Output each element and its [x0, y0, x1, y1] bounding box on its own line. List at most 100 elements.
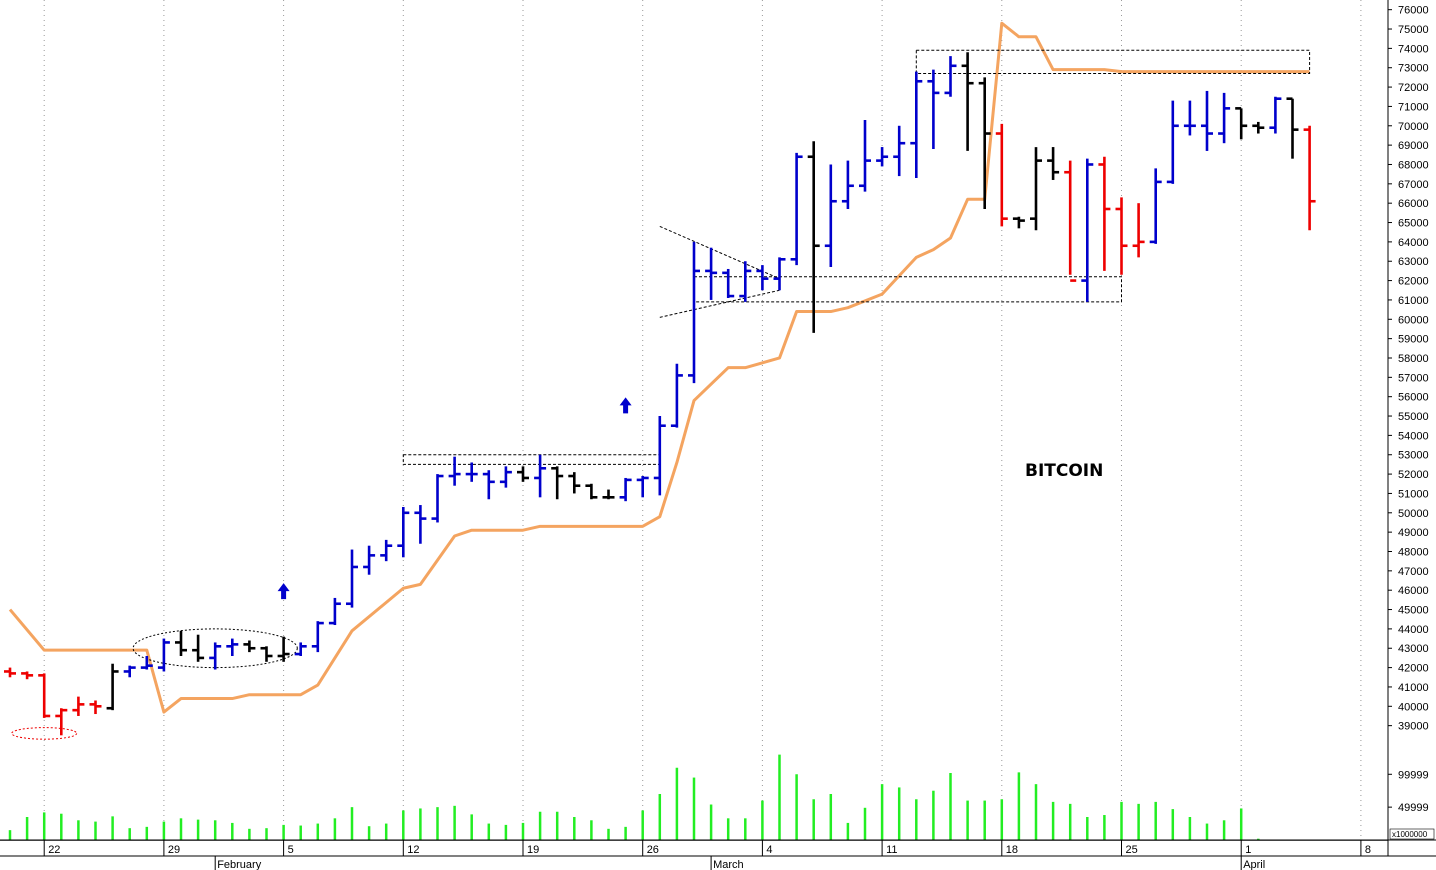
y-tick-label: 72000 [1398, 82, 1429, 94]
ohlc-bar [568, 472, 581, 494]
y-tick-label: 48000 [1398, 546, 1429, 558]
ohlc-bar [1303, 125, 1316, 231]
ohlc-bar [534, 454, 547, 498]
ohlc-bar [1269, 96, 1282, 134]
ohlc-bar [859, 119, 871, 192]
ohlc-bar [1047, 147, 1060, 180]
ohlc-bar [140, 655, 153, 670]
ohlc-bar [38, 673, 51, 718]
y-tick-label: 69000 [1398, 140, 1429, 152]
ohlc-bar [910, 71, 923, 179]
consolidation-ellipse [11, 727, 78, 740]
up-arrow-icon [619, 397, 632, 414]
x-tick-label: 22 [48, 844, 60, 856]
y-tick-label: 39000 [1398, 721, 1429, 733]
price-bars [4, 52, 1316, 736]
ohlc-bar [978, 77, 991, 209]
y-tick-label: 53000 [1398, 450, 1429, 462]
x-tick-label: 26 [647, 844, 659, 856]
ohlc-bar [841, 160, 854, 209]
up-arrow-icon [277, 583, 290, 600]
x-tick-label: 1 [1245, 844, 1251, 856]
ohlc-bar [1183, 100, 1196, 136]
ohlc-bar [157, 638, 170, 672]
ohlc-bar [226, 638, 239, 656]
ohlc-bar [294, 642, 307, 656]
resistance-box [915, 49, 1311, 75]
ohlc-bar [55, 708, 68, 736]
ohlc-bar [414, 505, 427, 544]
ohlc-bar [448, 456, 461, 486]
ohlc-bar [311, 621, 324, 653]
x-tick-label: 5 [288, 844, 294, 856]
ohlc-bar [192, 634, 205, 662]
ohlc-bar [1081, 158, 1094, 302]
ohlc-bar [1166, 100, 1179, 184]
y-tick-label: 74000 [1398, 43, 1429, 55]
ohlc-bar [961, 52, 974, 151]
ohlc-bar [602, 489, 615, 500]
ohlc-bar [876, 147, 889, 167]
month-label: April [1243, 859, 1265, 870]
ohlc-bar [1252, 121, 1265, 134]
y-tick-label: 66000 [1398, 198, 1429, 210]
x-tick-label: 18 [1006, 844, 1018, 856]
y-tick-label: 73000 [1398, 63, 1429, 75]
ohlc-bar [824, 164, 837, 268]
y-tick-label: 46000 [1398, 585, 1429, 597]
ohlc-bar [380, 539, 393, 562]
ohlc-bar [431, 474, 444, 523]
y-tick-label: 49000 [1398, 527, 1429, 539]
month-label: March [713, 859, 744, 870]
y-tick-label: 62000 [1398, 276, 1429, 288]
y-tick-label: 51000 [1398, 488, 1429, 500]
ohlc-bar [995, 123, 1008, 227]
ohlc-bar [397, 506, 410, 558]
volume-y-tick-label: 49999 [1398, 802, 1429, 814]
ohlc-bar [1030, 147, 1042, 231]
ohlc-bar [243, 640, 256, 653]
ohlc-bar [4, 667, 16, 678]
y-tick-label: 45000 [1398, 605, 1429, 617]
ohlc-bar [619, 477, 632, 502]
x-tick-label: 11 [886, 844, 897, 856]
consolidation-ellipse [132, 628, 298, 669]
ohlc-bar [585, 483, 598, 500]
y-tick-label: 70000 [1398, 121, 1429, 133]
y-tick-label: 55000 [1398, 411, 1429, 423]
ohlc-bar [72, 696, 85, 716]
ohlc-bar [1115, 197, 1128, 275]
y-tick-label: 67000 [1398, 179, 1429, 191]
trailing-stop-line [8, 21, 1310, 714]
ohlc-bar [1098, 156, 1111, 271]
trailing-stop-polyline [8, 21, 1310, 714]
ohlc-bar [790, 152, 803, 266]
y-tick-label: 47000 [1398, 566, 1429, 578]
x-tick-label: 12 [407, 844, 419, 856]
y-tick-label: 40000 [1398, 701, 1429, 713]
pennant-line [659, 289, 780, 318]
volume-unit-box [1389, 828, 1435, 840]
volume-y-tick-label: 99999 [1398, 769, 1429, 781]
ohlc-bar [927, 69, 940, 149]
y-tick-label: 71000 [1398, 101, 1429, 113]
ohlc-bar [688, 241, 700, 384]
ohlc-bar [653, 416, 666, 496]
y-tick-label: 68000 [1398, 159, 1429, 171]
ohlc-bar [499, 466, 512, 488]
y-tick-label: 44000 [1398, 624, 1429, 636]
y-tick-label: 58000 [1398, 353, 1429, 365]
pennant-line [659, 225, 780, 280]
ohlc-bar [517, 466, 529, 482]
ohlc-bar [465, 462, 478, 482]
ohlc-bar [739, 261, 752, 302]
ohlc-bar [944, 56, 957, 97]
ohlc-bar [636, 476, 649, 498]
ohlc-bar [21, 671, 34, 680]
ohlc-bar [893, 125, 906, 177]
ohlc-bar [1064, 160, 1077, 282]
x-tick-label: 19 [527, 844, 539, 856]
y-tick-label: 64000 [1398, 237, 1429, 249]
